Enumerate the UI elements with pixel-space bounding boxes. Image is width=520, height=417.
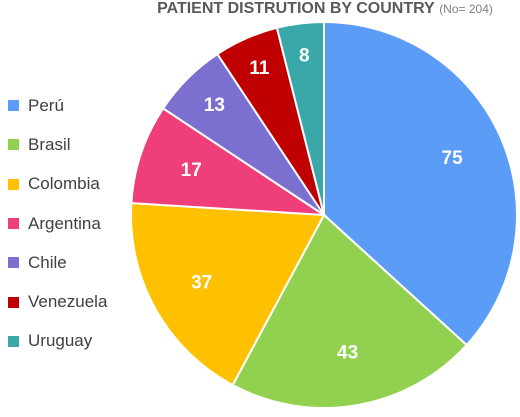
pie-slice-per — [323, 20, 518, 347]
legend-swatch — [8, 335, 19, 347]
pie-slice-brasil — [231, 213, 469, 409]
data-label: 43 — [337, 342, 358, 363]
legend: Perú Brasil Colombia Argentina Chile Venezuel… — [8, 86, 107, 361]
legend-label: Chile — [28, 252, 67, 272]
legend-label: Perú — [28, 95, 64, 115]
legend-swatch — [8, 257, 19, 269]
legend-label: Colombia — [28, 174, 100, 194]
legend-item: Chile — [8, 243, 107, 282]
legend-item: Uruguay — [8, 322, 107, 361]
legend-item: Argentina — [8, 204, 107, 243]
data-label: 17 — [181, 160, 202, 181]
data-label: 8 — [299, 46, 310, 67]
pie-slice-uruguay — [275, 20, 325, 216]
legend-swatch — [8, 218, 19, 230]
legend-label: Uruguay — [28, 331, 93, 351]
chart-title: PATIENT DISTRUTION BY COUNTRY (No= 204) — [0, 0, 520, 18]
pie-slice-argentina — [130, 107, 328, 217]
legend-item: Brasil — [8, 125, 107, 164]
chart-title-text: PATIENT DISTRUTION BY COUNTRY — [157, 0, 435, 17]
legend-item: Venezuela — [8, 282, 107, 321]
pie-slice-colombia — [130, 202, 326, 387]
chart-subtitle: (No= 204) — [439, 2, 493, 16]
legend-swatch — [8, 178, 19, 190]
legend-label: Venezuela — [28, 292, 108, 312]
legend-item: Perú — [8, 86, 107, 125]
legend-swatch — [8, 296, 19, 308]
legend-label: Argentina — [28, 213, 101, 233]
legend-swatch — [8, 139, 19, 151]
data-label: 11 — [249, 58, 270, 79]
data-label: 75 — [442, 148, 464, 169]
data-label: 13 — [204, 95, 225, 116]
legend-swatch — [8, 100, 19, 112]
data-label: 37 — [191, 273, 212, 294]
legend-item: Colombia — [8, 165, 107, 204]
legend-label: Brasil — [28, 134, 71, 154]
